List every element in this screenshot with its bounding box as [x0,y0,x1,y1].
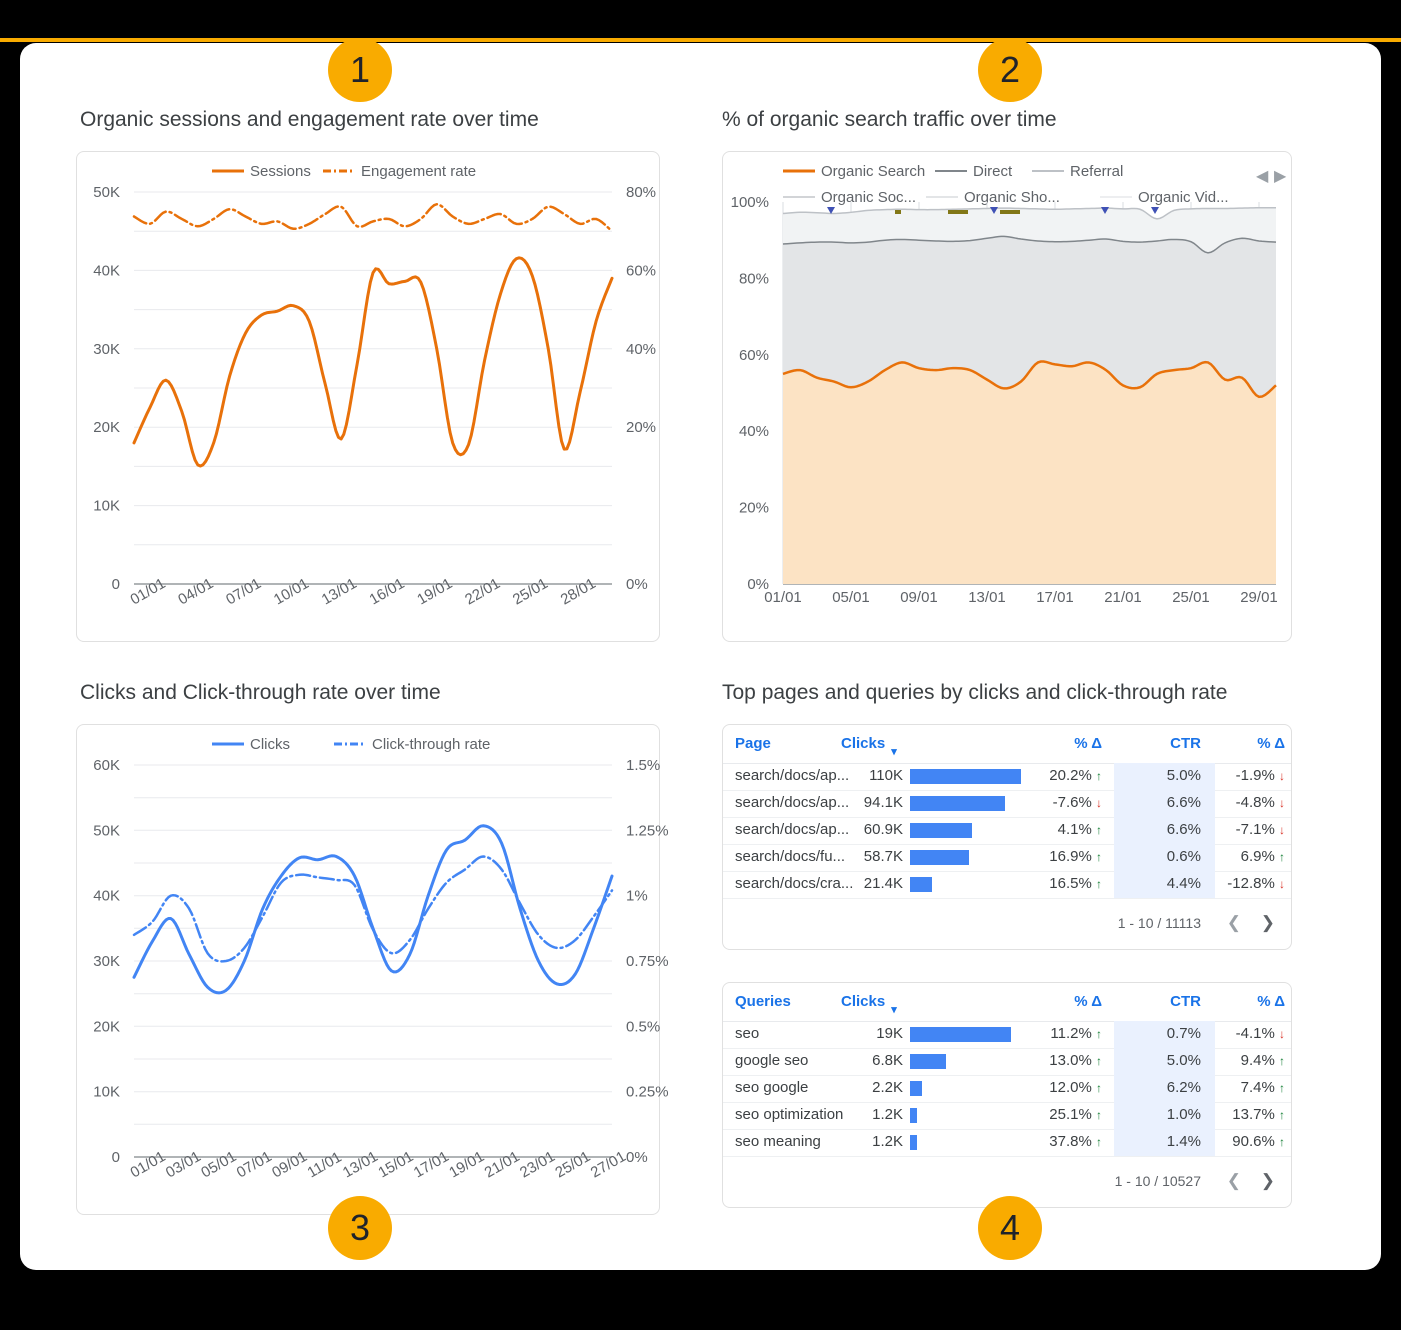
svg-text:19/01: 19/01 [414,575,455,608]
svg-text:13/01: 13/01 [340,1148,381,1181]
svg-text:13/01: 13/01 [319,575,360,608]
svg-text:Engagement rate: Engagement rate [361,163,476,180]
svg-text:1%: 1% [626,888,648,905]
svg-text:Clicks: Clicks [250,736,290,753]
svg-text:15/01: 15/01 [375,1148,416,1181]
svg-text:05/01: 05/01 [832,589,870,606]
svg-text:40K: 40K [93,888,120,905]
svg-text:Click-through rate: Click-through rate [372,736,490,753]
svg-text:01/01: 01/01 [128,575,169,608]
svg-text:◀: ◀ [1256,168,1269,185]
svg-text:20%: 20% [626,419,656,436]
svg-text:29/01: 29/01 [1240,589,1278,606]
svg-text:21/01: 21/01 [482,1148,523,1181]
svg-text:17/01: 17/01 [1036,589,1074,606]
svg-text:13/01: 13/01 [968,589,1006,606]
svg-text:Organic Soc...: Organic Soc... [821,189,916,206]
svg-text:0: 0 [112,1149,120,1166]
svg-text:05/01: 05/01 [198,1148,239,1181]
svg-text:100%: 100% [731,194,769,211]
svg-text:01/01: 01/01 [128,1148,169,1181]
svg-text:0%: 0% [626,576,648,593]
svg-text:60K: 60K [93,757,120,774]
svg-text:03/01: 03/01 [163,1148,204,1181]
svg-text:60%: 60% [739,347,769,364]
svg-text:25/01: 25/01 [1172,589,1210,606]
svg-text:09/01: 09/01 [900,589,938,606]
svg-text:0%: 0% [626,1149,648,1166]
svg-text:Referral: Referral [1070,163,1123,180]
svg-text:19/01: 19/01 [446,1148,487,1181]
svg-text:0.75%: 0.75% [626,953,669,970]
svg-text:20K: 20K [93,1018,120,1035]
svg-text:22/01: 22/01 [462,575,503,608]
svg-text:10K: 10K [93,1084,120,1101]
svg-text:1.5%: 1.5% [626,757,660,774]
svg-text:Organic Sho...: Organic Sho... [964,189,1060,206]
svg-text:09/01: 09/01 [269,1148,310,1181]
svg-text:▶: ▶ [1274,168,1287,185]
svg-text:30K: 30K [93,953,120,970]
svg-text:30K: 30K [93,341,120,358]
svg-text:1.25%: 1.25% [626,822,669,839]
svg-text:01/01: 01/01 [764,589,802,606]
svg-text:16/01: 16/01 [367,575,408,608]
svg-text:50K: 50K [93,822,120,839]
svg-text:25/01: 25/01 [510,575,551,608]
svg-text:28/01: 28/01 [558,575,599,608]
svg-text:Organic Search: Organic Search [821,163,925,180]
svg-text:0.25%: 0.25% [626,1084,669,1101]
svg-text:21/01: 21/01 [1104,589,1142,606]
svg-text:80%: 80% [626,184,656,201]
svg-text:40%: 40% [626,341,656,358]
svg-text:50K: 50K [93,184,120,201]
svg-text:10/01: 10/01 [271,575,312,608]
svg-text:20K: 20K [93,419,120,436]
svg-text:40%: 40% [739,423,769,440]
svg-text:0.5%: 0.5% [626,1018,660,1035]
svg-text:Sessions: Sessions [250,163,311,180]
svg-text:80%: 80% [739,270,769,287]
svg-text:Direct: Direct [973,163,1013,180]
svg-text:10K: 10K [93,498,120,515]
svg-text:60%: 60% [626,262,656,279]
svg-text:20%: 20% [739,500,769,517]
svg-text:25/01: 25/01 [552,1148,593,1181]
svg-text:0: 0 [112,576,120,593]
svg-text:07/01: 07/01 [234,1148,275,1181]
svg-text:04/01: 04/01 [175,575,216,608]
svg-text:27/01: 27/01 [588,1148,629,1181]
svg-text:40K: 40K [93,262,120,279]
svg-text:17/01: 17/01 [411,1148,452,1181]
svg-text:Organic Vid...: Organic Vid... [1138,189,1229,206]
svg-text:23/01: 23/01 [517,1148,558,1181]
svg-text:07/01: 07/01 [223,575,264,608]
svg-text:11/01: 11/01 [305,1149,345,1182]
